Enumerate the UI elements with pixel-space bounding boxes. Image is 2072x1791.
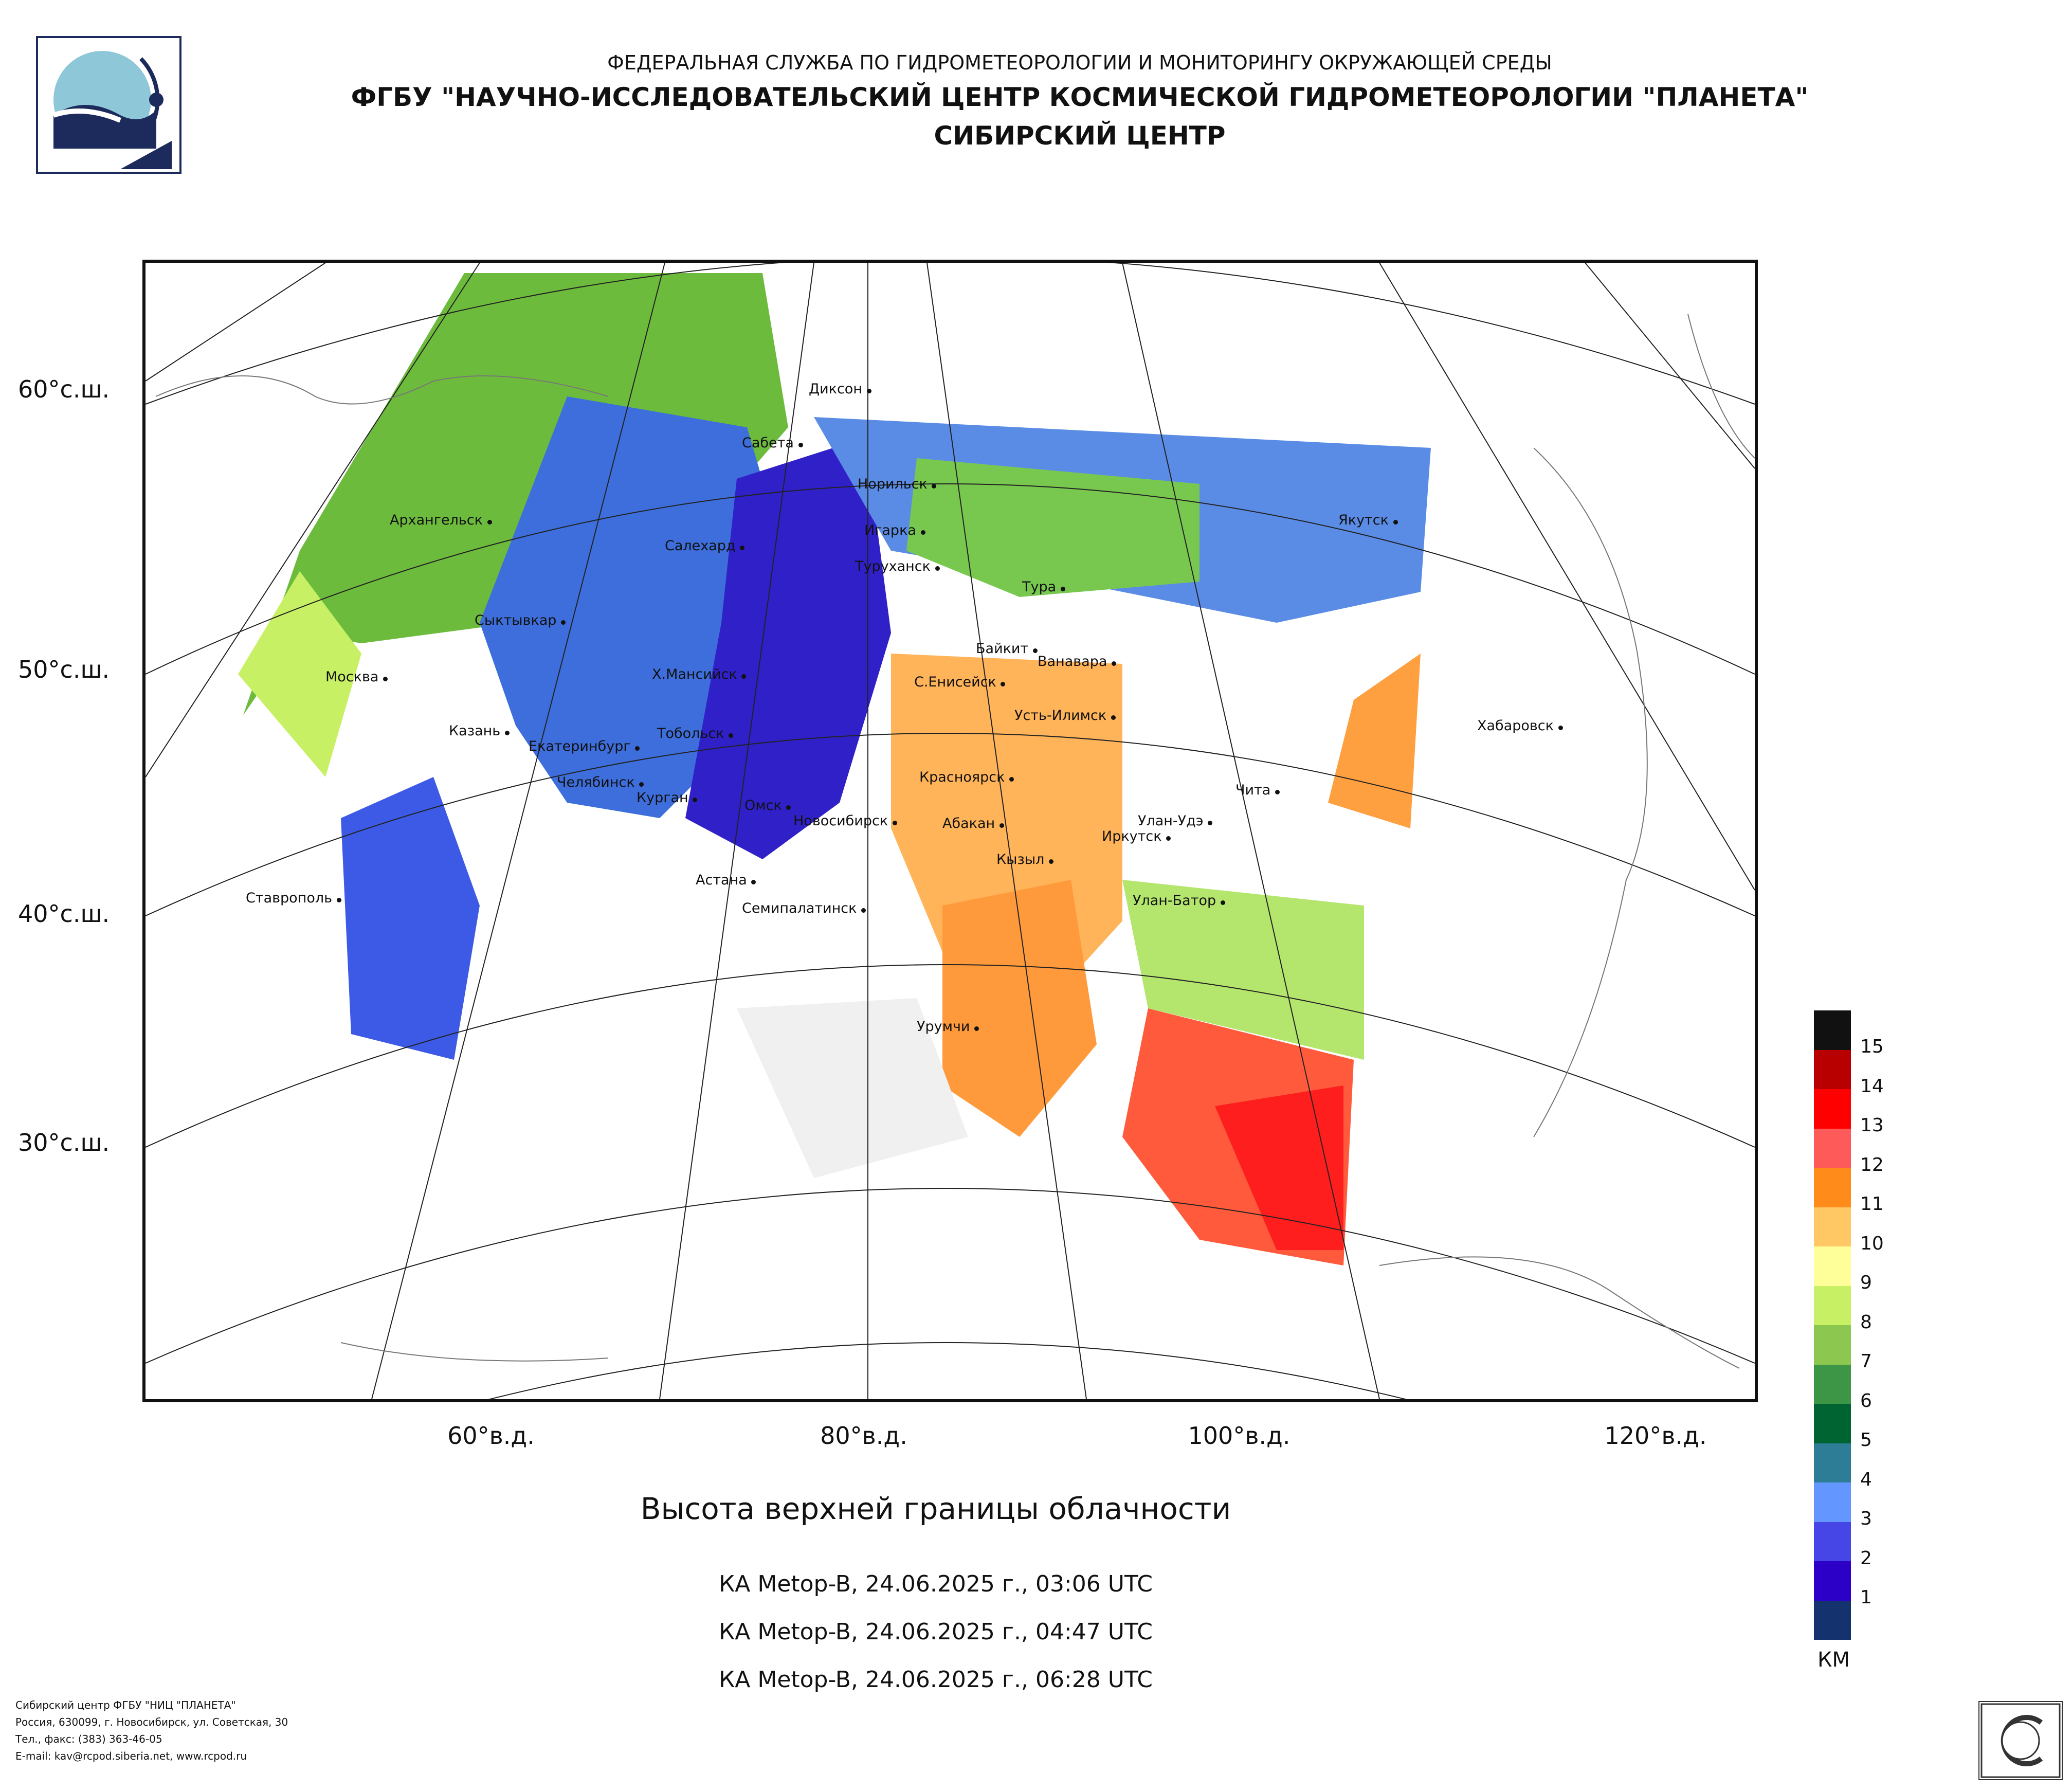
legend-swatch (1814, 1010, 1851, 1050)
city-label: Байкит (976, 641, 1038, 657)
coastlines (155, 314, 1755, 1369)
legend-swatch (1814, 1482, 1851, 1522)
map-title: Высота верхней границы облачности (640, 1491, 1231, 1526)
legend-swatch (1814, 1168, 1851, 1207)
city-label: Сабета (742, 435, 803, 451)
footer-line: Тел., факс: (383) 363-46-05 (15, 1733, 162, 1745)
iso-seal-icon (1980, 1703, 2061, 1778)
footer-line: Сибирский центр ФГБУ "НИЦ "ПЛАНЕТА" (15, 1699, 236, 1711)
legend-swatch (1814, 1600, 1851, 1640)
legend-label: 3 (1860, 1508, 1872, 1529)
footer-line: E-mail: kav@rcpod.siberia.net, www.rcpod… (15, 1750, 247, 1762)
city-label: Семипалатинск (742, 900, 866, 916)
legend-label: 10 (1860, 1233, 1884, 1254)
lon-label: 120°в.д. (1604, 1422, 1707, 1450)
legend-label: 13 (1860, 1115, 1884, 1136)
legend-label: 11 (1860, 1193, 1884, 1215)
legend-swatch (1814, 1246, 1851, 1286)
city-label: Диксон (809, 381, 871, 397)
city-label: Улан-Удэ (1138, 813, 1213, 829)
lat-label: 60°с.ш. (18, 375, 110, 403)
legend-swatch (1814, 1522, 1851, 1561)
pass-info: КА Metop-B, 24.06.2025 г., 03:06 UTC (719, 1571, 1153, 1597)
footer-line: Россия, 630099, г. Новосибирск, ул. Сове… (15, 1716, 288, 1728)
city-label: Красноярск (919, 769, 1014, 785)
city-label: Челябинск (557, 774, 644, 790)
legend-label: 8 (1860, 1312, 1872, 1333)
legend-label: 5 (1860, 1430, 1872, 1451)
lat-label: 50°с.ш. (18, 656, 110, 683)
city-label: Сыктывкар (475, 612, 566, 628)
legend-swatch (1814, 1050, 1851, 1089)
legend-swatch (1814, 1404, 1851, 1443)
legend-label: 1 (1860, 1587, 1872, 1608)
city-label: Салехард (665, 538, 745, 554)
header-center: СИБИРСКИЙ ЦЕНТР (934, 121, 1226, 151)
city-label: Улан-Батор (1133, 893, 1225, 909)
graticule (146, 263, 1755, 1399)
pass-info: КА Metop-B, 24.06.2025 г., 06:28 UTC (719, 1667, 1153, 1693)
legend-swatch (1814, 1128, 1851, 1168)
city-label: Туруханск (855, 558, 940, 574)
city-label: Х.Мансийск (652, 666, 747, 682)
legend-swatch (1814, 1207, 1851, 1246)
city-label: Кызыл (996, 852, 1054, 867)
legend-swatch (1814, 1089, 1851, 1129)
city-label: Ставрополь (246, 890, 341, 906)
pass-info: КА Metop-B, 24.06.2025 г., 04:47 UTC (719, 1619, 1153, 1645)
footer-contacts: Сибирский центр ФГБУ "НИЦ "ПЛАНЕТА" Росс… (15, 1697, 288, 1765)
header-institute: ФГБУ "НАУЧНО-ИССЛЕДОВАТЕЛЬСКИЙ ЦЕНТР КОС… (351, 82, 1809, 112)
lon-label: 100°в.д. (1188, 1422, 1291, 1450)
map-canvas (146, 263, 1755, 1399)
city-label: Чита (1235, 782, 1280, 798)
cloud-top-map: Диксон Сабета Норильск Архангельск Салех… (142, 260, 1758, 1402)
city-label: Урумчи (917, 1019, 979, 1035)
city-label: Хабаровск (1477, 718, 1563, 734)
city-label: Москва (325, 669, 388, 685)
lat-label: 30°с.ш. (18, 1129, 110, 1156)
legend-label: 7 (1860, 1351, 1872, 1372)
legend-unit: КМ (1817, 1648, 1850, 1672)
city-label: С.Енисейск (914, 674, 1006, 690)
iso-certification-badge (1978, 1701, 2063, 1780)
city-label: Игарка (864, 522, 925, 538)
city-label: Астана (696, 872, 756, 888)
city-label: Якутск (1338, 512, 1398, 528)
city-label: Новосибирск (793, 813, 897, 829)
satellite-swath (238, 265, 1446, 1301)
city-label: Омск (744, 798, 791, 813)
legend-swatch (1814, 1286, 1851, 1325)
legend-swatch (1814, 1443, 1851, 1482)
cloud-height-legend (1814, 1010, 1851, 1640)
legend-label: 2 (1860, 1548, 1872, 1569)
city-label: Курган (637, 790, 698, 806)
header-agency: ФЕДЕРАЛЬНАЯ СЛУЖБА ПО ГИДРОМЕТЕОРОЛОГИИ … (607, 51, 1552, 74)
legend-label: 15 (1860, 1036, 1884, 1057)
lat-label: 40°с.ш. (18, 900, 110, 928)
legend-label: 6 (1860, 1390, 1872, 1412)
planeta-logo (36, 36, 181, 174)
legend-label: 14 (1860, 1076, 1884, 1097)
city-label: Казань (449, 723, 510, 739)
legend-swatch (1814, 1325, 1851, 1365)
city-label: Иркутск (1102, 828, 1171, 844)
legend-label: 4 (1860, 1469, 1872, 1490)
city-label: Тобольск (657, 726, 734, 741)
city-label: Норильск (858, 476, 937, 492)
city-label: Абакан (942, 816, 1004, 831)
lon-label: 60°в.д. (447, 1422, 535, 1450)
city-label: Ванавара (1038, 654, 1117, 670)
legend-swatch (1814, 1561, 1851, 1601)
legend-label: 12 (1860, 1154, 1884, 1175)
city-label: Усть-Илимск (1014, 708, 1116, 723)
city-label: Архангельск (390, 512, 492, 528)
lon-label: 80°в.д. (820, 1422, 907, 1450)
legend-swatch (1814, 1364, 1851, 1404)
legend-label: 9 (1860, 1272, 1872, 1293)
planeta-emblem-icon (52, 51, 172, 169)
city-label: Екатеринбург (529, 738, 640, 754)
city-label: Тура (1022, 579, 1065, 595)
